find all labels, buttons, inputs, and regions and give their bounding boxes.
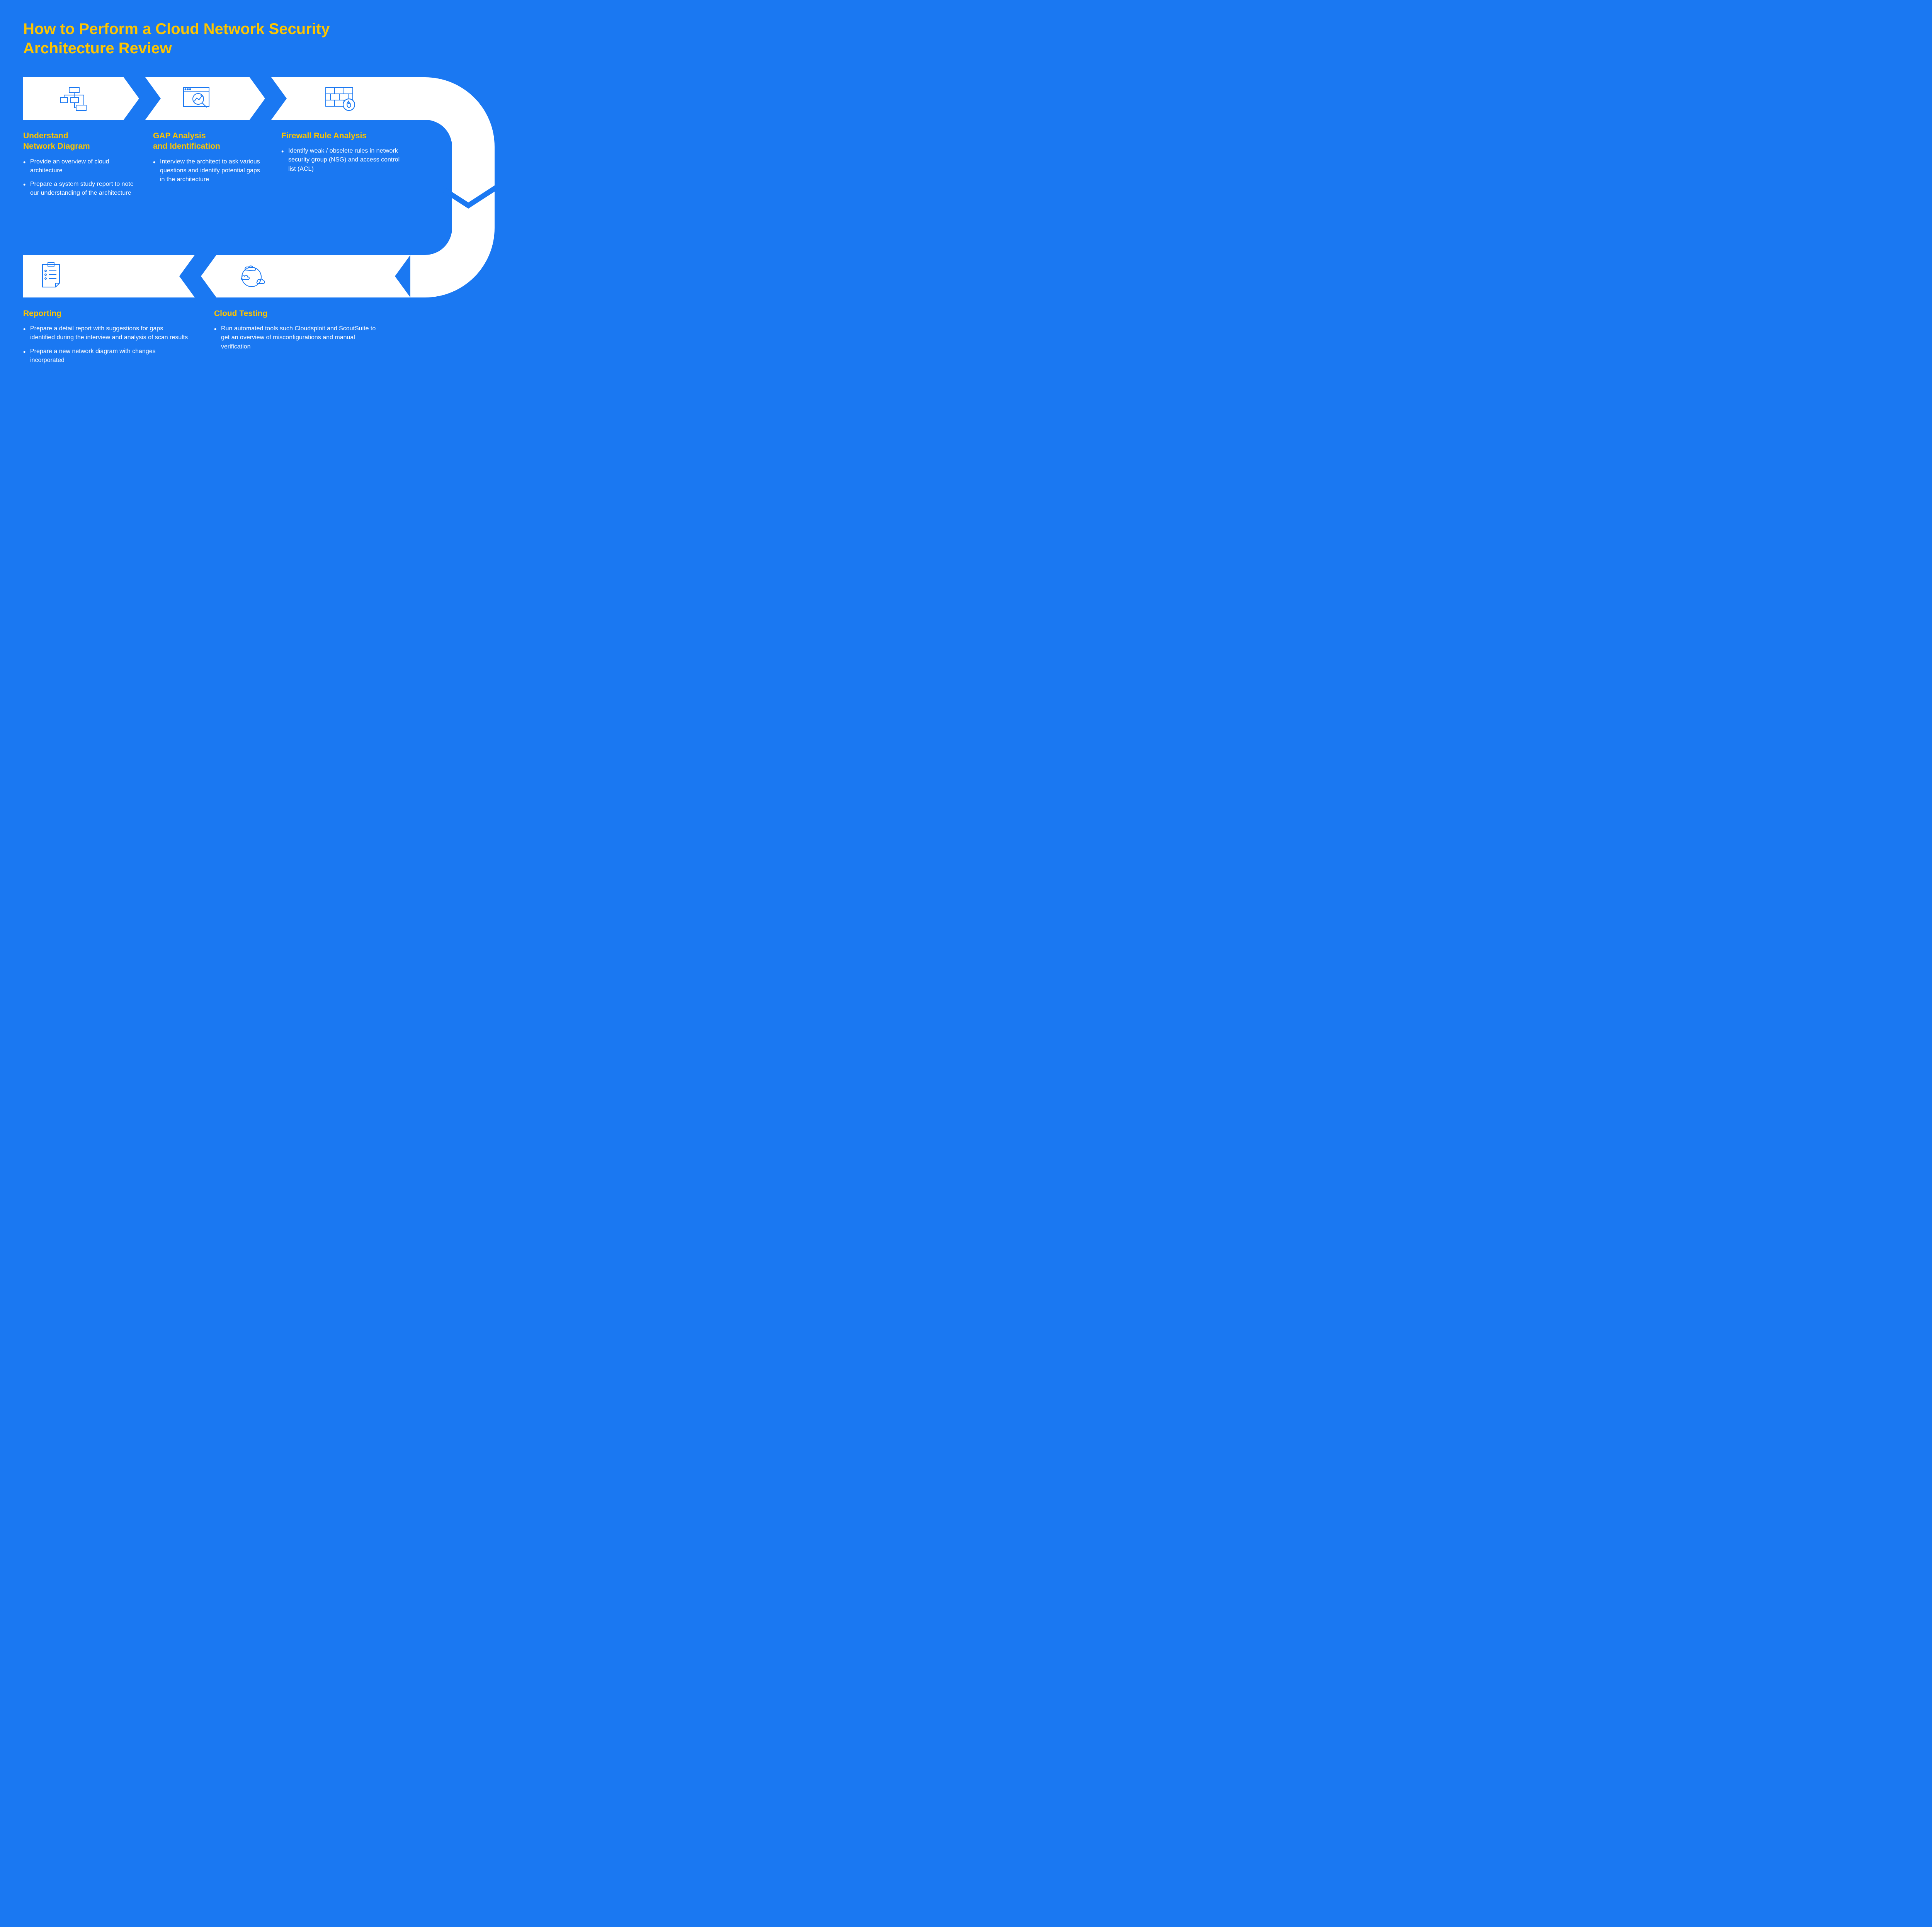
step-4-text: Cloud Testing Run automated tools such C… — [214, 308, 380, 356]
step-bullet: Interview the architect to ask various q… — [153, 157, 261, 184]
chevron-arrow — [250, 77, 265, 120]
step-1-box — [23, 77, 124, 120]
step-bullet: Run automated tools such Cloudsploit and… — [214, 324, 380, 351]
step-3-text: Firewall Rule Analysis Identify weak / o… — [281, 131, 401, 178]
step-heading: Cloud Testing — [214, 308, 380, 319]
chevron-arrow-left — [201, 255, 216, 297]
process-flow: Understand Network Diagram Provide an ov… — [23, 77, 495, 379]
step-4-box — [216, 255, 410, 297]
step-bullet: Prepare a new network diagram with chang… — [23, 347, 189, 365]
step-heading: Understand Network Diagram — [23, 131, 139, 152]
report-clipboard-icon — [39, 262, 63, 291]
page-title: How to Perform a Cloud Network Security … — [23, 19, 371, 58]
cloud-globe-icon — [235, 262, 268, 290]
step-heading: GAP Analysis and Identification — [153, 131, 261, 152]
chevron-notch — [271, 77, 287, 120]
step-2-text: GAP Analysis and Identification Intervie… — [153, 131, 261, 189]
step-bullet: Identify weak / obselete rules in networ… — [281, 146, 401, 173]
step-heading: Reporting — [23, 308, 189, 319]
chevron-notch — [145, 77, 161, 120]
chevron-arrow — [124, 77, 139, 120]
firewall-icon — [323, 85, 358, 112]
step-5-box — [23, 255, 195, 297]
step-5-text: Reporting Prepare a detail report with s… — [23, 308, 189, 369]
network-diagram-icon — [58, 86, 88, 111]
chevron-notch-left — [395, 255, 410, 297]
step-1-text: Understand Network Diagram Provide an ov… — [23, 131, 139, 202]
step-3-box — [271, 77, 410, 120]
step-bullet: Provide an overview of cloud architectur… — [23, 157, 139, 175]
analysis-chart-icon — [181, 85, 214, 112]
step-bullet: Prepare a system study report to note ou… — [23, 180, 139, 197]
flow-down-arrow — [442, 185, 495, 211]
step-bullet: Prepare a detail report with suggestions… — [23, 324, 189, 342]
chevron-notch-left — [179, 255, 195, 297]
step-2-box — [145, 77, 250, 120]
step-heading: Firewall Rule Analysis — [281, 131, 401, 141]
